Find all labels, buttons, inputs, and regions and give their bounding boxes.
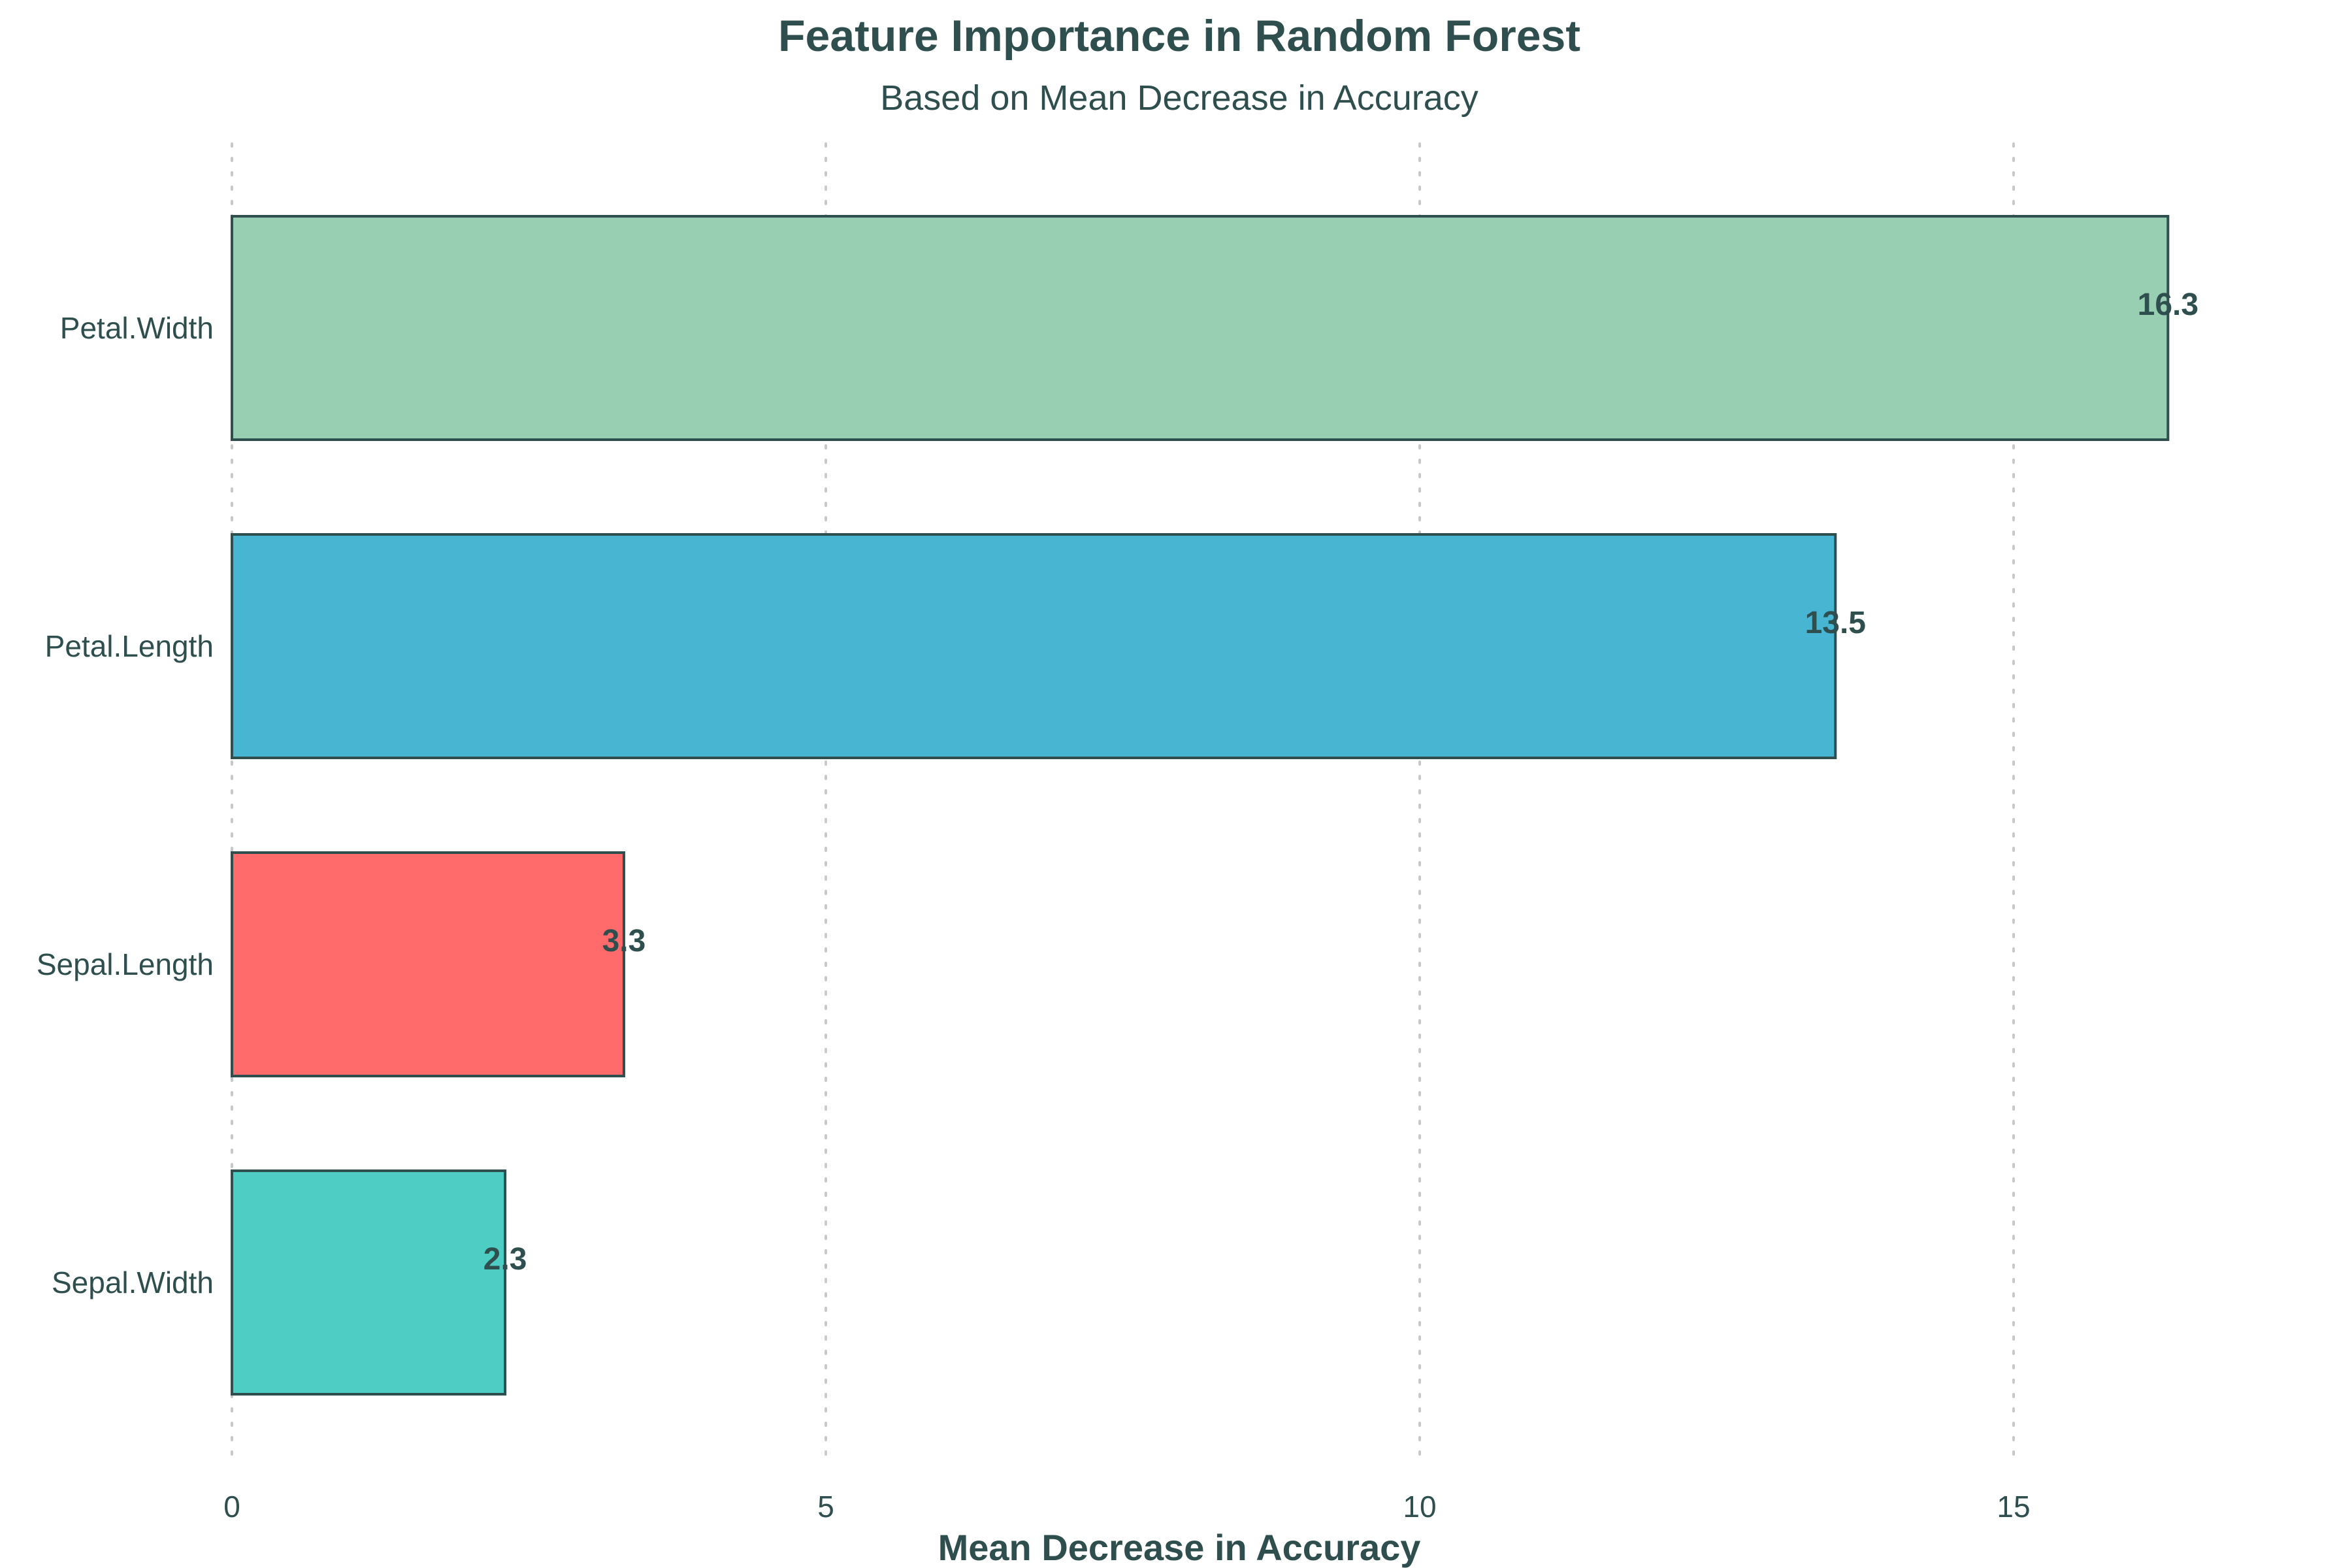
y-tick-label: Petal.Length xyxy=(45,629,214,663)
bar-sepal-length xyxy=(231,851,625,1077)
value-label: 13.5 xyxy=(1805,606,1866,640)
y-tick-label: Sepal.Length xyxy=(37,947,214,981)
chart-title: Feature Importance in Random Forest xyxy=(778,11,1580,61)
y-tick-label: Petal.Width xyxy=(60,311,214,345)
x-tick-label: 0 xyxy=(223,1490,240,1524)
bar-petal-length xyxy=(231,533,1837,759)
value-label: 16.3 xyxy=(2138,287,2198,322)
value-label: 3.3 xyxy=(602,924,646,958)
x-tick-label: 15 xyxy=(1997,1490,2030,1524)
y-tick-label: Sepal.Width xyxy=(52,1266,214,1299)
value-label: 2.3 xyxy=(483,1242,527,1277)
y-tick-labels: Petal.Width Petal.Length Sepal.Length Sepal… xyxy=(37,311,214,1299)
bars xyxy=(231,215,2170,1396)
value-labels: 16.3 13.5 3.3 2.3 xyxy=(483,287,2198,1277)
x-tick-label: 10 xyxy=(1403,1490,1436,1524)
bar-petal-width xyxy=(231,215,2170,441)
x-tick-labels: 0 5 10 15 xyxy=(223,1490,2030,1524)
x-axis-label: Mean Decrease in Accuracy xyxy=(938,1527,1421,1568)
chart-subtitle: Based on Mean Decrease in Accuracy xyxy=(880,78,1478,118)
x-tick-label: 5 xyxy=(817,1490,834,1524)
bar-sepal-width xyxy=(231,1169,507,1396)
